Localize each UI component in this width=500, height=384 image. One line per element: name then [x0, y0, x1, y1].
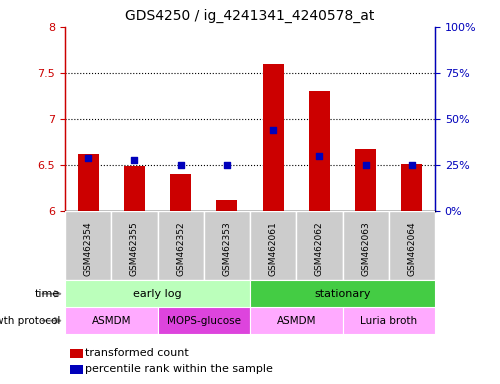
Title: GDS4250 / ig_4241341_4240578_at: GDS4250 / ig_4241341_4240578_at	[126, 9, 374, 23]
Bar	[389, 211, 435, 280]
Bar	[342, 211, 389, 280]
Text: GSM462064: GSM462064	[408, 222, 416, 276]
Bar	[124, 166, 145, 211]
Text: GSM462061: GSM462061	[268, 222, 278, 276]
Text: MOPS-glucose: MOPS-glucose	[167, 316, 241, 326]
Text: early log: early log	[133, 289, 182, 299]
Text: ASMDM: ASMDM	[92, 316, 131, 326]
Bar	[402, 164, 422, 211]
Bar	[65, 211, 111, 280]
Text: transformed count: transformed count	[85, 348, 189, 358]
Bar	[204, 211, 250, 280]
Point	[84, 155, 92, 161]
Bar	[342, 307, 435, 334]
Text: GSM462353: GSM462353	[222, 222, 232, 276]
Bar	[355, 149, 376, 211]
Point	[316, 153, 324, 159]
Bar	[250, 280, 435, 307]
Text: percentile rank within the sample: percentile rank within the sample	[85, 364, 273, 374]
Point	[362, 162, 370, 168]
Text: GSM462062: GSM462062	[315, 222, 324, 276]
Bar	[170, 174, 191, 211]
Bar	[216, 200, 238, 211]
Bar	[250, 307, 342, 334]
Point	[176, 162, 184, 168]
Point	[408, 162, 416, 168]
Point	[130, 157, 138, 163]
Bar	[296, 211, 343, 280]
Text: GSM462355: GSM462355	[130, 222, 139, 276]
Text: stationary: stationary	[314, 289, 371, 299]
Point	[269, 127, 277, 133]
Bar	[250, 211, 296, 280]
Text: Luria broth: Luria broth	[360, 316, 418, 326]
Bar	[262, 64, 283, 211]
Bar	[158, 211, 204, 280]
Text: time: time	[35, 289, 60, 299]
Text: GSM462352: GSM462352	[176, 222, 185, 276]
Text: growth protocol: growth protocol	[0, 316, 60, 326]
Point	[223, 162, 231, 168]
Bar	[158, 307, 250, 334]
Bar	[111, 211, 158, 280]
Text: ASMDM: ASMDM	[276, 316, 316, 326]
Bar	[78, 154, 98, 211]
Bar	[309, 91, 330, 211]
Text: GSM462354: GSM462354	[84, 222, 92, 276]
Bar	[65, 307, 158, 334]
Text: GSM462063: GSM462063	[361, 222, 370, 276]
Bar	[65, 280, 250, 307]
